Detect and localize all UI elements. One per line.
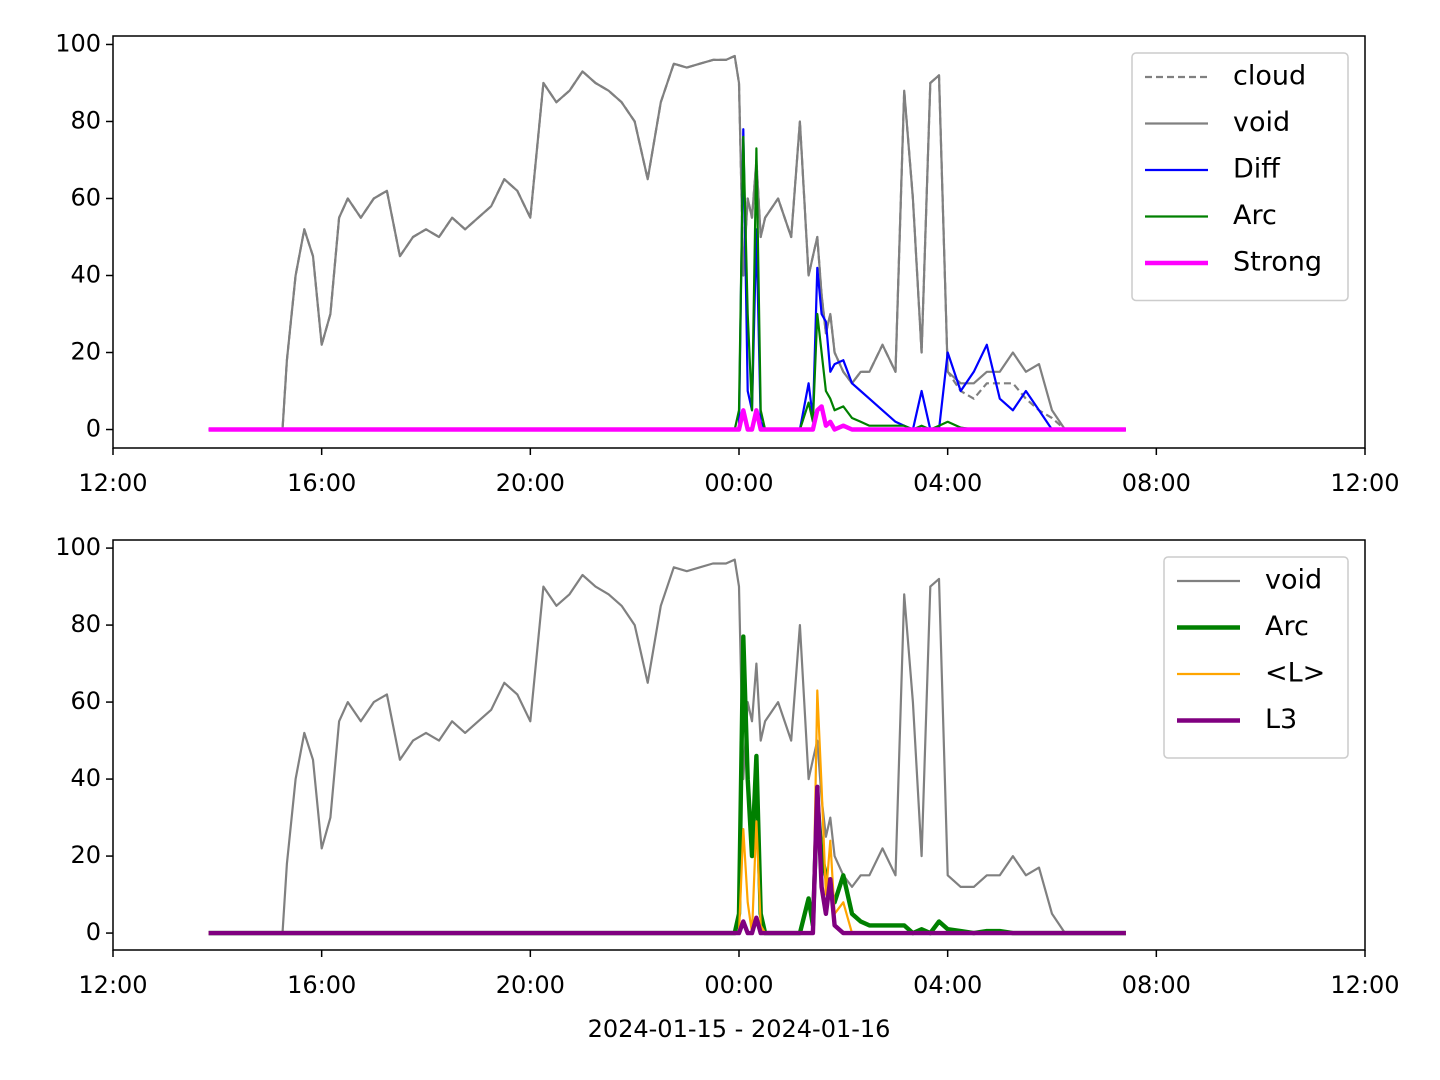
legend-label: Arc xyxy=(1265,611,1309,642)
y-tick-label: 80 xyxy=(70,610,101,638)
x-tick-label: 16:00 xyxy=(287,971,356,999)
series-line xyxy=(208,54,1126,431)
x-tick-label: 04:00 xyxy=(913,469,982,497)
legend-label: void xyxy=(1265,565,1322,596)
y-tick-label: 40 xyxy=(70,260,101,288)
legend: cloud void Diff Arc Strong xyxy=(1131,52,1349,302)
axes-frame xyxy=(112,35,1366,449)
y-tick-label: 0 xyxy=(86,415,101,443)
x-axis-label: 2024-01-15 - 2024-01-16 xyxy=(588,1015,891,1043)
legend-frame xyxy=(1163,556,1349,759)
series-line xyxy=(208,135,1126,431)
x-tick-label: 00:00 xyxy=(704,469,773,497)
series-line xyxy=(208,634,1126,936)
y-tick-label: 60 xyxy=(70,183,101,211)
y-tick-label: 40 xyxy=(70,764,101,792)
legend-label: void xyxy=(1233,107,1290,138)
legend-label: L3 xyxy=(1265,704,1297,735)
series-line xyxy=(208,128,1126,431)
x-tick-label: 20:00 xyxy=(496,971,565,999)
plot-area xyxy=(208,558,1126,936)
x-tick-label: 16:00 xyxy=(287,469,356,497)
series-line xyxy=(208,54,1126,431)
y-tick-label: 20 xyxy=(70,338,101,366)
x-tick-label: 08:00 xyxy=(1122,971,1191,999)
series-line xyxy=(208,558,1126,935)
x-tick-label: 00:00 xyxy=(704,971,773,999)
x-tick-label: 12:00 xyxy=(1330,469,1399,497)
series-line xyxy=(208,689,1126,935)
legend-label: cloud xyxy=(1233,61,1306,92)
axes-frame xyxy=(112,539,1366,951)
x-tick-label: 04:00 xyxy=(913,971,982,999)
x-tick-label: 20:00 xyxy=(496,469,565,497)
axes: 0 20 40 60 80 100 12:00 16:00 20:00 00:00 04:00 08:… xyxy=(55,533,1399,1043)
x-tick-label: 12:00 xyxy=(1330,971,1399,999)
legend: void Arc <L> L3 xyxy=(1163,556,1349,759)
x-tick-label: 12:00 xyxy=(78,971,147,999)
legend-label: Strong xyxy=(1233,247,1322,278)
legend-frame xyxy=(1131,52,1349,302)
series-line xyxy=(208,404,1126,432)
legend-label: <L> xyxy=(1265,658,1325,689)
x-tick-label: 12:00 xyxy=(78,469,147,497)
y-tick-label: 100 xyxy=(55,533,101,561)
y-tick-label: 0 xyxy=(86,918,101,946)
y-tick-label: 20 xyxy=(70,841,101,869)
y-tick-label: 100 xyxy=(55,29,101,57)
plot-area xyxy=(208,54,1126,432)
legend-label: Diff xyxy=(1233,154,1281,185)
y-tick-label: 80 xyxy=(70,106,101,134)
legend-label: Arc xyxy=(1233,200,1277,231)
y-tick-label: 60 xyxy=(70,687,101,715)
series-line xyxy=(208,784,1126,936)
x-tick-label: 08:00 xyxy=(1122,469,1191,497)
axes: 0 20 40 60 80 100 12:00 16:00 20:00 00:00 04:00 08:… xyxy=(55,29,1399,497)
